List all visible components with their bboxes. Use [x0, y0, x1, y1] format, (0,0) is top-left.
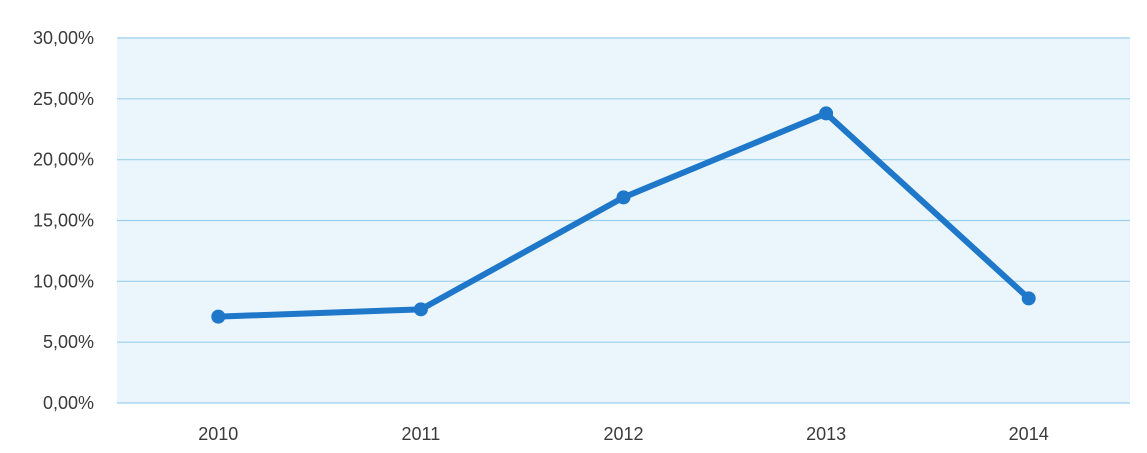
data-point-2012: [616, 190, 631, 205]
x-axis-tick-labels: 2010 2011 2012 2013 2014: [198, 424, 1048, 444]
y-tick-label: 25,00%: [33, 89, 94, 109]
x-tick-label: 2012: [603, 424, 643, 444]
y-axis-tick-labels: 0,00% 5,00% 10,00% 15,00% 20,00% 25,00% 30,00%: [33, 28, 94, 413]
y-tick-label: 30,00%: [33, 28, 94, 48]
x-tick-label: 2010: [198, 424, 238, 444]
y-tick-label: 0,00%: [43, 393, 94, 413]
y-tick-label: 5,00%: [43, 332, 94, 352]
x-tick-label: 2014: [1009, 424, 1049, 444]
data-point-2010: [211, 309, 226, 324]
x-tick-label: 2011: [402, 424, 441, 444]
data-point-2013: [819, 106, 834, 121]
x-tick-label: 2013: [806, 424, 846, 444]
data-point-2014: [1021, 291, 1036, 306]
y-tick-label: 10,00%: [33, 271, 94, 291]
data-point-2011: [413, 302, 428, 317]
y-tick-label: 15,00%: [33, 211, 94, 231]
gridlines: [117, 37, 1130, 404]
y-tick-label: 20,00%: [33, 150, 94, 170]
series-group: [211, 106, 1036, 324]
